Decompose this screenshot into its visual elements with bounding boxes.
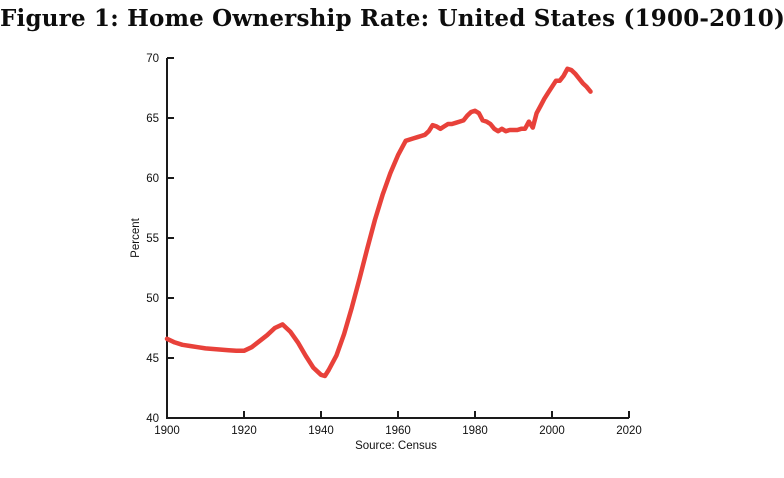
y-tick-label: 40 <box>146 413 159 425</box>
y-tick-label: 60 <box>146 173 159 185</box>
axes-layer: 40 45 50 55 60 65 70 1900 1920 1940 1960 1980 2000 20… <box>146 53 642 437</box>
figure-title: Figure 1: Home Ownership Rate: United St… <box>0 5 784 32</box>
x-tick-label: 1980 <box>462 425 488 437</box>
y-tick-label: 50 <box>146 293 159 305</box>
y-tick-label: 65 <box>146 113 159 125</box>
ownership-rate-line <box>164 66 593 379</box>
y-tick-label: 45 <box>146 353 159 365</box>
x-tick-label: 1940 <box>308 425 334 437</box>
y-tick-label: 70 <box>146 53 159 65</box>
x-tick-label: 2000 <box>539 425 565 437</box>
series-layer <box>164 66 593 379</box>
source-note: Source: Census <box>355 440 437 452</box>
x-tick-label: 1900 <box>154 425 180 437</box>
x-tick-label: 2020 <box>616 425 642 437</box>
y-tick-label: 55 <box>146 233 159 245</box>
x-tick-label: 1920 <box>231 425 257 437</box>
y-axis-label: Percent <box>130 217 142 257</box>
x-tick-label: 1960 <box>385 425 411 437</box>
